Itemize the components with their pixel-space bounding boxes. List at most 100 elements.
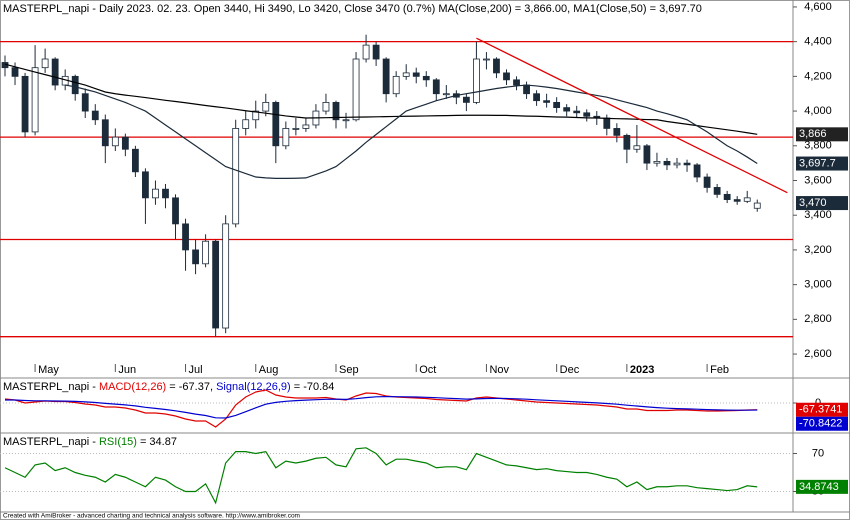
candle-body [332, 101, 340, 121]
title-part: = -70.84 [291, 381, 335, 393]
x-tick-label: Dec [560, 364, 580, 376]
candle-body [81, 93, 89, 112]
value-badge-label: 3,697.7 [799, 157, 836, 169]
candle-body [603, 117, 611, 129]
candle-body [673, 162, 681, 166]
candle-body [21, 75, 29, 133]
indicator-line [5, 395, 758, 419]
y-tick-label: 4,200 [804, 70, 832, 82]
candle-body [152, 188, 159, 199]
x-tick-label: Jul [189, 364, 203, 376]
candle-body [162, 188, 169, 199]
title-part: MASTERPL_napi - [3, 381, 99, 393]
x-tick-label: Nov [489, 364, 509, 376]
footer: Created with AmiBroker - advanced charti… [3, 513, 300, 520]
candle-body [131, 148, 139, 173]
title-part: MACD(12,26) [99, 381, 166, 393]
value-badge [796, 196, 848, 211]
candle-body [533, 93, 540, 102]
candle-body [91, 110, 99, 121]
x-tick-label: Feb [710, 364, 729, 376]
value-badge [796, 479, 848, 494]
x-tick-label: May [38, 364, 59, 376]
candle-body [51, 58, 59, 86]
trendline [476, 37, 788, 194]
candle-body [222, 223, 230, 329]
candle-body [743, 197, 751, 202]
value-badge [796, 156, 848, 171]
candle-body [503, 72, 510, 81]
candle-body [442, 93, 450, 96]
y-tick-label: 3,200 [804, 244, 832, 256]
panel-title: MASTERPL_napi - MACD(12,26) = -67.37, Si… [3, 381, 334, 393]
value-badge-label: 3,470 [799, 197, 827, 209]
y-tick-label: 3,400 [804, 209, 832, 221]
x-tick-label: Aug [259, 364, 279, 376]
candle-body [623, 134, 631, 150]
candle-body [202, 240, 210, 265]
candle-body [432, 79, 440, 95]
candle-body [422, 75, 430, 81]
candle-body [462, 96, 470, 103]
candle-body [302, 124, 310, 129]
candle-body [232, 128, 240, 225]
candle-body [402, 72, 410, 77]
panel-title: MASTERPL_napi - RSI(15) = 34.87 [3, 436, 177, 448]
candle-body [543, 100, 551, 103]
indicator-line [4, 389, 758, 428]
candle-body [723, 193, 731, 200]
candle-body [212, 240, 220, 329]
candle-body [172, 197, 179, 225]
candle-body [262, 101, 270, 112]
y-tick-label: 3,000 [804, 279, 832, 291]
candle-body [412, 72, 420, 77]
y-tick-label: 4,400 [804, 36, 832, 48]
candle-body [392, 75, 400, 95]
candle-body [573, 110, 581, 114]
candle-body [142, 171, 149, 199]
candle-body [192, 249, 199, 265]
candle-body [101, 119, 109, 147]
candle-body [583, 112, 591, 117]
candle-body [382, 58, 390, 95]
candle-body [292, 128, 300, 130]
candle-body [41, 58, 49, 69]
title-part: Signal(12,26,9) [216, 381, 291, 393]
value-badge-label: -67.3741 [799, 404, 842, 416]
x-tick-label: 2023 [630, 364, 654, 376]
candle-body [753, 202, 761, 209]
candle-body [372, 44, 380, 60]
candle-body [663, 161, 671, 166]
candle-body [483, 58, 490, 61]
candle-body [71, 75, 79, 95]
candle-body [352, 58, 360, 121]
candle-body [683, 162, 691, 166]
candle-body [362, 44, 370, 60]
x-tick-label: Jun [118, 364, 136, 376]
value-badge [796, 402, 848, 417]
candle-body [693, 164, 701, 178]
y-tick-label: 2,800 [804, 313, 832, 325]
value-badge [796, 416, 848, 431]
candle-body [342, 119, 350, 122]
y-tick-label: 2,600 [804, 348, 832, 360]
candle-body [252, 110, 260, 121]
y-tick-label: 4,000 [804, 105, 832, 117]
candle-body [31, 67, 39, 133]
candle-body [553, 101, 561, 109]
value-badge [796, 127, 848, 142]
candle-body [523, 84, 530, 95]
candle-body [633, 145, 641, 150]
indicator-line [4, 447, 758, 505]
candle-body [513, 79, 520, 86]
candle-body [563, 107, 571, 112]
candle-body [473, 58, 480, 103]
candle-body [493, 58, 500, 74]
candle-body [643, 145, 651, 164]
candle-body [242, 119, 250, 129]
value-badge-label: 34.8743 [799, 481, 839, 493]
candle-body [613, 128, 621, 136]
x-tick-label: Sep [339, 364, 359, 376]
candle-body [282, 128, 290, 147]
